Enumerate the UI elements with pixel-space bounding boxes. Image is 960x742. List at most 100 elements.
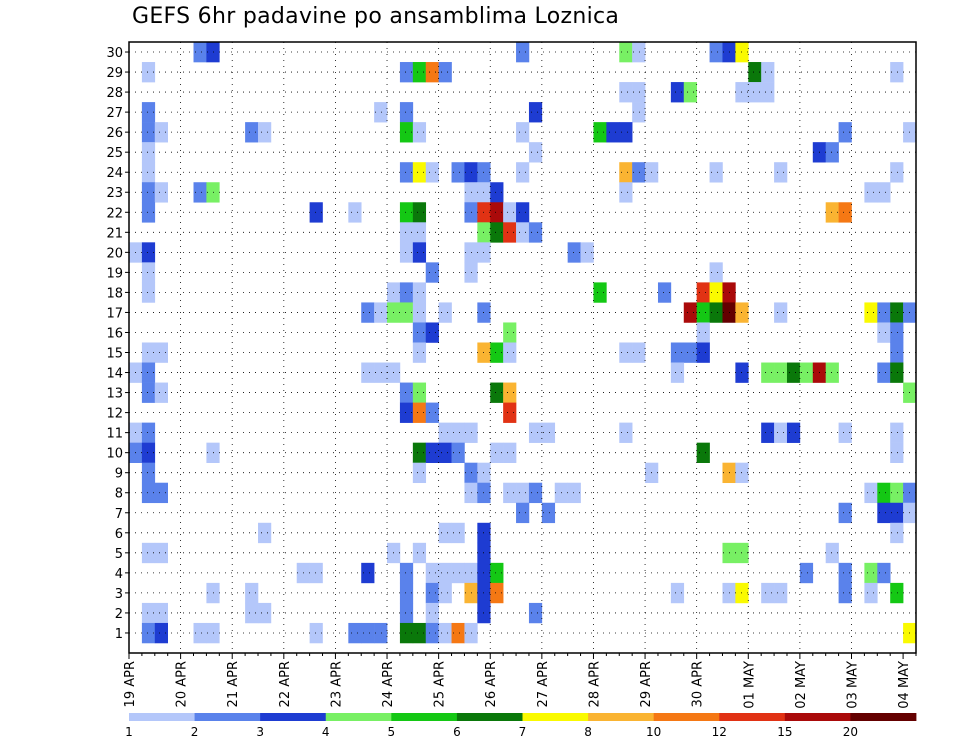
heatmap-cell — [399, 582, 414, 604]
y-tick-label: 27 — [106, 106, 123, 121]
heatmap-cell — [399, 62, 414, 83]
heatmap-cell — [683, 302, 697, 323]
heatmap-cell — [438, 582, 452, 604]
x-axis: 19 APR 20 APR 21 APR 22 APR 23 APR 24 APR 25 A… — [123, 653, 917, 709]
colorbar-swatch — [653, 713, 720, 721]
heatmap-cell — [451, 162, 465, 183]
heatmap-cell — [490, 582, 504, 604]
heatmap-cell — [632, 102, 646, 123]
colorbar-label: 2 — [191, 725, 199, 739]
heatmap-cell — [670, 342, 685, 363]
heatmap-cell — [361, 362, 375, 383]
y-tick-label: 7 — [115, 507, 123, 522]
heatmap-cell — [503, 482, 517, 504]
colorbar-swatch — [325, 713, 392, 721]
heatmap-cell — [709, 262, 723, 283]
y-tick-label: 17 — [106, 306, 123, 321]
y-tick-label: 14 — [106, 367, 123, 382]
heatmap-cell — [774, 362, 788, 383]
heatmap-cell — [258, 122, 272, 143]
heatmap-cell — [709, 302, 723, 323]
colorbar-label: 8 — [584, 725, 592, 739]
heatmap-cell — [154, 482, 168, 504]
heatmap-cell — [399, 282, 414, 303]
heatmap-cell — [309, 622, 323, 644]
colorbar-label: 4 — [322, 725, 330, 739]
heatmap-cell — [709, 162, 723, 183]
colorbar-legend: 1 2 3 4 5 6 7 8 10 12 15 20 — [125, 713, 917, 739]
heatmap-cell — [877, 502, 891, 524]
y-tick-label: 3 — [115, 587, 123, 602]
heatmap-cell — [374, 362, 388, 383]
heatmap-cell — [503, 402, 517, 423]
x-tick-label: 26 APR — [484, 661, 499, 707]
y-tick-label: 18 — [106, 286, 123, 301]
x-tick-label: 19 APR — [123, 661, 138, 707]
heatmap-cell — [438, 302, 452, 323]
heatmap-cell — [799, 362, 814, 383]
y-tick-label: 16 — [106, 326, 123, 341]
heatmap-cell — [657, 282, 672, 303]
heatmap-cell — [748, 82, 762, 103]
y-tick-label: 2 — [115, 607, 123, 622]
heatmap-cell — [864, 562, 878, 584]
colorbar-swatch — [194, 713, 261, 721]
heatmap-cell — [528, 602, 543, 624]
heatmap-cell — [141, 602, 156, 624]
heatmap-cell — [877, 562, 891, 584]
heatmap-cell — [399, 162, 414, 183]
heatmap-cell — [438, 62, 452, 83]
heatmap-cell — [245, 582, 259, 604]
heatmap-cell — [399, 382, 414, 403]
heatmap-cell — [154, 342, 168, 363]
y-tick-label: 11 — [106, 427, 123, 442]
heatmap-cell — [490, 442, 504, 463]
heatmap-cell — [516, 122, 530, 143]
heatmap-cell — [141, 342, 156, 363]
y-tick-label: 22 — [106, 206, 123, 221]
y-tick-label: 1 — [115, 627, 123, 642]
heatmap-cell — [193, 182, 207, 203]
heatmap-cell — [399, 222, 414, 243]
heatmap-cell — [890, 522, 904, 544]
heatmap-cell — [412, 342, 427, 363]
x-tick-label: 02 MAY — [794, 661, 809, 709]
heatmap-cell — [516, 502, 530, 524]
heatmap-cell — [374, 622, 388, 644]
heatmap-cell — [696, 282, 710, 303]
colorbar-label: 1 — [125, 725, 133, 739]
heatmap-cell — [503, 222, 517, 243]
colorbar-swatch — [456, 713, 523, 721]
colorbar-swatch — [850, 713, 917, 721]
heatmap-cell — [606, 122, 620, 143]
heatmap-cell — [503, 322, 517, 343]
heatmap-cell — [877, 482, 891, 504]
heatmap-cell — [399, 122, 414, 143]
heatmap-cell — [490, 342, 504, 363]
heatmap-cell — [425, 622, 439, 644]
y-tick-label: 30 — [106, 46, 123, 61]
y-tick-label: 10 — [106, 447, 123, 462]
heatmap-cell — [412, 462, 427, 484]
y-tick-label: 15 — [106, 347, 123, 362]
heatmap-cell — [258, 602, 272, 624]
heatmap-cell — [877, 322, 891, 343]
colorbar-label: 5 — [388, 725, 396, 739]
heatmap-cell — [451, 622, 465, 644]
heatmap-cell — [619, 182, 633, 203]
heatmap-cell — [490, 562, 504, 584]
heatmap-cell — [490, 382, 504, 403]
heatmap-cell — [619, 82, 633, 103]
x-tick-label: 04 MAY — [897, 661, 912, 709]
heatmap-cell — [141, 282, 156, 303]
heatmap-cell — [141, 62, 156, 83]
y-tick-label: 12 — [106, 407, 123, 422]
heatmap-cell — [412, 442, 427, 463]
heatmap-cell — [503, 342, 517, 363]
heatmap-cell — [890, 322, 904, 343]
colorbar-swatch — [129, 713, 195, 721]
heatmap-cell — [412, 542, 427, 564]
heatmap-cell — [670, 82, 685, 103]
heatmap-cell — [516, 162, 530, 183]
